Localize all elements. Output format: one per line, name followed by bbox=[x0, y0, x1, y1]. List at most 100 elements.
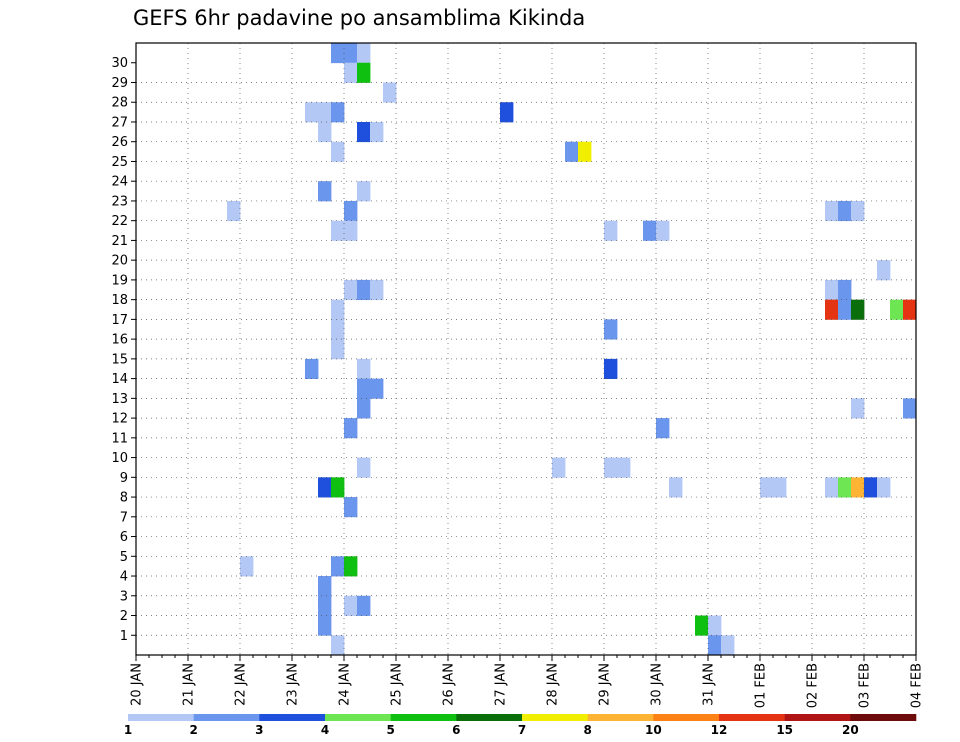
y-tick-label: 23 bbox=[111, 194, 128, 209]
precip-cell bbox=[578, 141, 592, 162]
legend-label: 5 bbox=[386, 723, 394, 737]
legend-swatch bbox=[653, 714, 720, 721]
legend-swatch bbox=[522, 714, 588, 721]
gridlines bbox=[136, 43, 916, 655]
precip-cell bbox=[357, 595, 371, 616]
precip-cell bbox=[825, 477, 839, 498]
y-tick-label: 6 bbox=[120, 530, 128, 545]
precip-cell bbox=[318, 102, 332, 123]
precip-cell bbox=[370, 378, 384, 399]
precip-cell bbox=[604, 220, 618, 241]
precip-cell bbox=[331, 141, 345, 162]
precip-cell bbox=[227, 200, 241, 222]
x-tick-label: 29 JAN bbox=[598, 663, 613, 706]
precip-cell bbox=[851, 299, 865, 320]
y-tick-label: 13 bbox=[111, 392, 128, 407]
x-tick-label: 04 FEB bbox=[910, 663, 925, 708]
precip-cell bbox=[851, 200, 865, 222]
y-tick-label: 30 bbox=[111, 56, 128, 71]
precip-cell bbox=[344, 43, 358, 64]
precip-cell bbox=[838, 299, 852, 320]
precip-cell bbox=[344, 595, 358, 616]
y-tick-label: 4 bbox=[120, 570, 128, 585]
precip-cell bbox=[604, 457, 618, 478]
precip-cell bbox=[357, 358, 371, 380]
precip-cell bbox=[838, 477, 852, 498]
x-tick-label: 25 JAN bbox=[390, 663, 405, 706]
x-tick-label: 31 JAN bbox=[702, 663, 717, 706]
legend-label: 6 bbox=[452, 723, 460, 737]
precip-cell bbox=[851, 477, 865, 498]
precip-cell bbox=[864, 477, 878, 498]
y-tick-label: 28 bbox=[111, 96, 128, 111]
y-tick-label: 2 bbox=[120, 609, 128, 624]
y-tick-label: 29 bbox=[111, 76, 128, 91]
y-tick-label: 17 bbox=[111, 313, 128, 328]
precip-cell bbox=[357, 398, 371, 419]
legend-swatch bbox=[128, 714, 194, 721]
x-tick-label: 28 JAN bbox=[546, 663, 561, 706]
y-axis: 1234567891011121314151617181920212223242… bbox=[111, 56, 136, 644]
precip-cell bbox=[383, 82, 397, 103]
precip-cell bbox=[331, 220, 345, 241]
precip-cell bbox=[357, 378, 371, 399]
y-tick-label: 25 bbox=[111, 155, 128, 170]
chart-title: GEFS 6hr padavine po ansamblima Kikinda bbox=[133, 6, 585, 30]
legend-label: 7 bbox=[518, 723, 526, 737]
color-legend: 1 2 3 4 5 6 7 8 10 12 15 20 bbox=[124, 714, 917, 737]
x-tick-label: 03 FEB bbox=[858, 663, 873, 708]
precip-cell bbox=[695, 615, 709, 636]
precip-cell bbox=[331, 319, 345, 340]
y-tick-label: 22 bbox=[111, 214, 128, 229]
precip-cell bbox=[708, 635, 722, 656]
precip-cell bbox=[669, 477, 683, 498]
legend-label: 10 bbox=[645, 723, 662, 737]
y-tick-label: 26 bbox=[111, 135, 128, 150]
precip-cell bbox=[357, 457, 371, 478]
legend-swatch bbox=[456, 714, 523, 721]
x-tick-label: 21 JAN bbox=[182, 663, 197, 706]
precip-cell bbox=[851, 398, 865, 419]
y-tick-label: 12 bbox=[111, 412, 128, 427]
precip-cell bbox=[370, 121, 384, 143]
precip-cell bbox=[344, 200, 358, 222]
legend-swatch bbox=[719, 714, 785, 721]
legend-swatch bbox=[784, 714, 851, 721]
y-tick-label: 24 bbox=[111, 175, 128, 190]
y-tick-label: 14 bbox=[111, 372, 128, 387]
legend-label: 12 bbox=[711, 723, 728, 737]
precip-cell bbox=[877, 477, 891, 498]
precip-cell bbox=[344, 62, 358, 83]
precip-cell bbox=[565, 141, 579, 162]
precip-cell bbox=[604, 319, 618, 340]
precip-cell bbox=[344, 418, 358, 439]
precip-cell bbox=[344, 556, 358, 577]
precip-cell bbox=[903, 299, 917, 320]
precip-cell bbox=[344, 497, 358, 518]
precip-cell bbox=[331, 477, 345, 498]
legend-label: 4 bbox=[321, 723, 329, 737]
precip-cell bbox=[318, 595, 332, 616]
precip-cell bbox=[318, 121, 332, 143]
legend-swatch bbox=[193, 714, 260, 721]
precip-cell bbox=[318, 181, 332, 202]
precip-cell bbox=[643, 220, 657, 241]
precip-cell bbox=[357, 279, 371, 301]
precip-cell bbox=[838, 279, 852, 301]
precip-cell bbox=[617, 457, 631, 478]
y-tick-label: 20 bbox=[111, 254, 128, 269]
precip-cell bbox=[890, 299, 904, 320]
legend-label: 8 bbox=[583, 723, 591, 737]
precip-cell bbox=[825, 279, 839, 301]
precip-cell bbox=[877, 260, 891, 281]
y-tick-label: 8 bbox=[120, 491, 128, 506]
y-tick-label: 21 bbox=[111, 234, 128, 249]
precip-cell bbox=[656, 220, 670, 241]
precip-cell bbox=[344, 220, 358, 241]
legend-label: 20 bbox=[842, 723, 859, 737]
x-tick-label: 20 JAN bbox=[130, 663, 145, 706]
precip-cell bbox=[500, 102, 514, 123]
x-tick-label: 23 JAN bbox=[286, 663, 301, 706]
y-tick-label: 7 bbox=[120, 510, 128, 525]
